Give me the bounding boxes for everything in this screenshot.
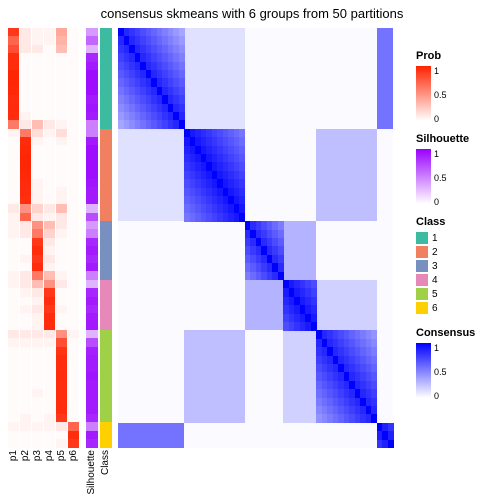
xlabel-class: Class (100, 450, 114, 477)
prob-col-p4 (44, 28, 55, 448)
plot-title: consensus skmeans with 6 groups from 50 … (0, 6, 504, 21)
legends: Prob10.50Silhouette10.50Class123456Conse… (416, 50, 500, 410)
legend-title-prob: Prob (416, 50, 500, 62)
silhouette-col (86, 28, 98, 448)
prob-col-p1 (8, 28, 19, 448)
class-swatch-2 (416, 246, 428, 258)
class-swatch-1 (416, 232, 428, 244)
prob-col-p6 (68, 28, 79, 448)
class-swatch-5 (416, 288, 428, 300)
legend-title-class: Class (416, 216, 500, 228)
xlabel-p2: p2 (20, 450, 32, 463)
prob-col-p2 (20, 28, 31, 448)
class-col (100, 28, 112, 448)
xlabel-p4: p4 (44, 450, 56, 463)
xlabel-p6: p6 (68, 450, 80, 463)
xlabel-p5: p5 (56, 450, 68, 463)
xlabel-p1: p1 (8, 450, 20, 463)
consensus-heatmap (118, 28, 393, 448)
class-swatch-6 (416, 302, 428, 314)
class-swatch-3 (416, 260, 428, 272)
xlabel-p3: p3 (32, 450, 44, 463)
xlabel-silhouette: Silhouette (86, 450, 100, 496)
legend-title-silhouette: Silhouette (416, 133, 500, 145)
prob-col-p5 (56, 28, 67, 448)
plot-area (8, 28, 412, 448)
class-swatch-4 (416, 274, 428, 286)
legend-title-consensus: Consensus (416, 327, 500, 339)
prob-col-p3 (32, 28, 43, 448)
